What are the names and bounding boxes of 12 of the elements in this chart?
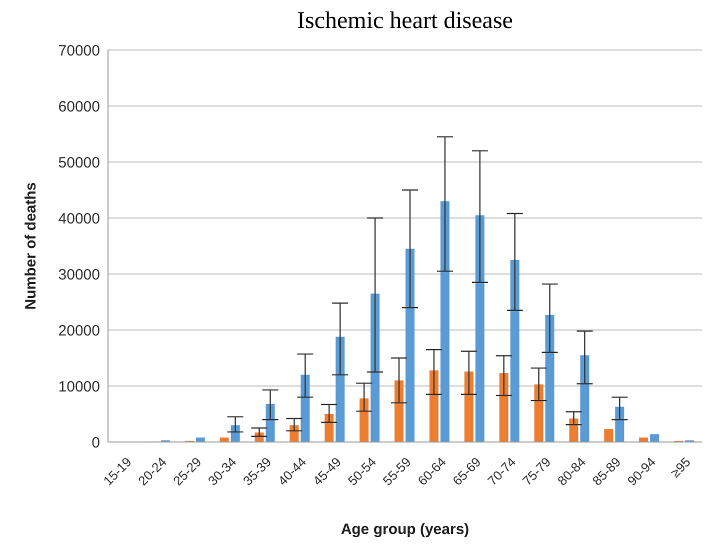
x-axis-title: Age group (years) (340, 521, 470, 538)
y-axis-title: Number of deaths (22, 182, 40, 310)
y-tick-label: 0 (92, 434, 100, 452)
x-tick-label: ≥95 (668, 454, 694, 480)
y-tick-label: 40000 (58, 210, 100, 228)
y-tick-label: 10000 (58, 378, 100, 396)
y-tick-label: 60000 (58, 98, 100, 116)
chart-title: Ischemic heart disease (296, 8, 514, 36)
y-tick-label: 30000 (58, 266, 100, 284)
y-tick-label: 70000 (58, 42, 100, 60)
y-tick-label: 20000 (58, 322, 100, 340)
y-tick-label: 50000 (58, 154, 100, 172)
